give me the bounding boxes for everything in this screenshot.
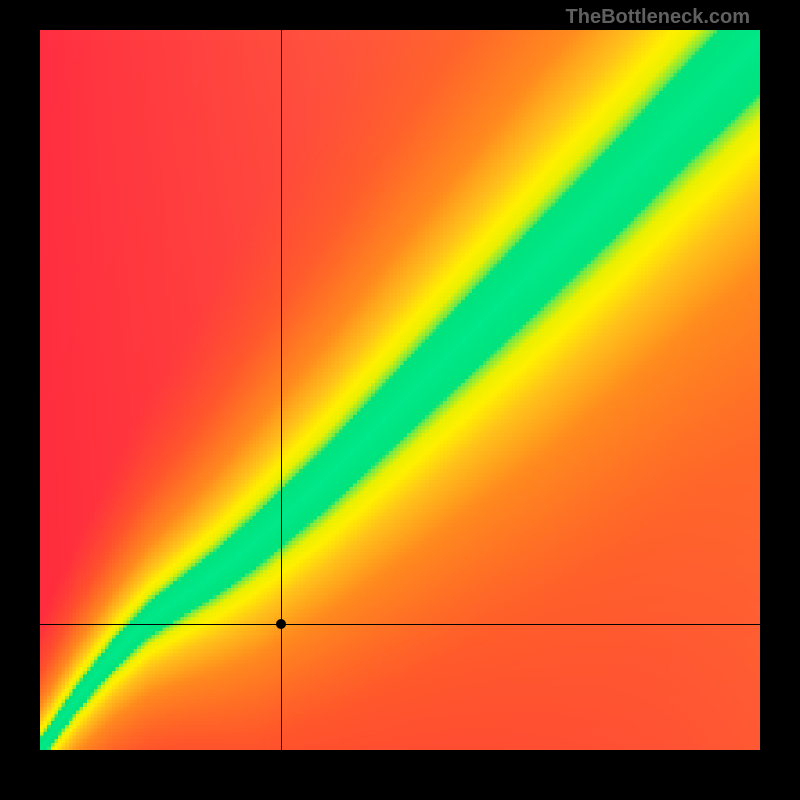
crosshair-marker <box>276 619 286 629</box>
crosshair-vertical <box>281 30 282 750</box>
crosshair-horizontal <box>40 624 760 625</box>
heatmap-canvas <box>40 30 760 750</box>
heatmap-plot <box>40 30 760 750</box>
watermark-text: TheBottleneck.com <box>566 6 750 29</box>
